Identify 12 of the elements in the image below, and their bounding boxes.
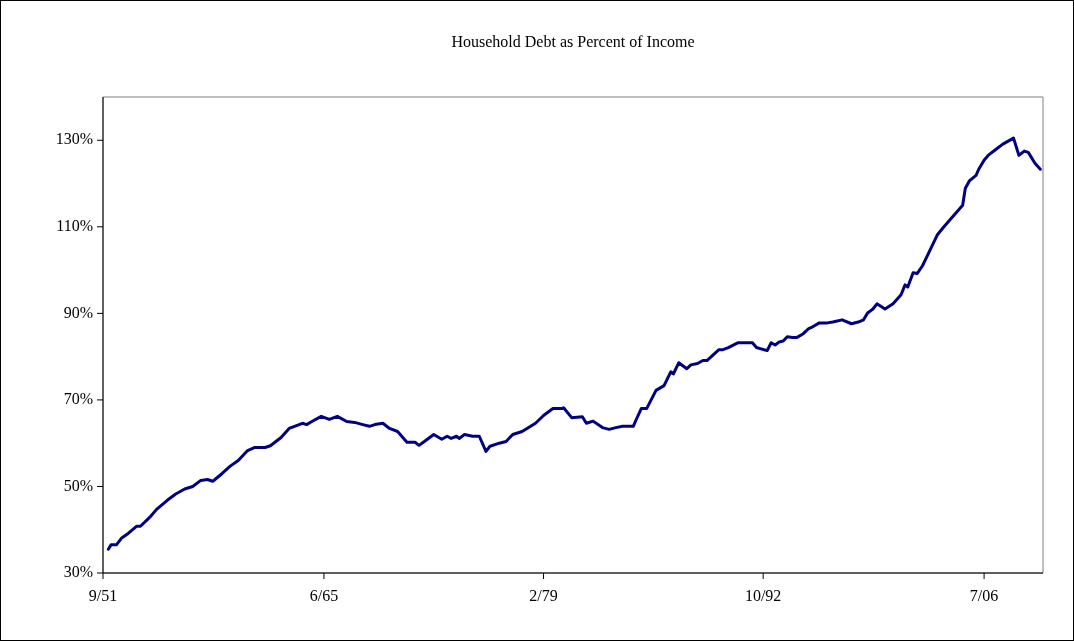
y-tick-label: 90%: [63, 303, 93, 321]
y-tick-label: 30%: [63, 563, 93, 581]
y-tick-label: 50%: [63, 476, 93, 494]
x-tick-label: 2/79: [529, 586, 558, 604]
y-tick-label: 130%: [55, 130, 93, 148]
y-tick-label: 110%: [56, 217, 93, 235]
x-tick-label: 9/51: [88, 586, 118, 604]
x-tick-label: 6/65: [309, 586, 339, 604]
chart-title: Household Debt as Percent of Income: [451, 33, 695, 51]
x-tick-label: 10/92: [744, 586, 782, 604]
x-tick-label: 7/06: [969, 586, 999, 604]
y-tick-label: 70%: [63, 390, 93, 408]
